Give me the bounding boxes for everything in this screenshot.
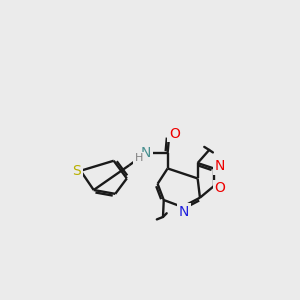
Text: O: O bbox=[214, 182, 225, 196]
Text: N: N bbox=[141, 146, 151, 160]
Text: N: N bbox=[215, 159, 225, 173]
Text: H: H bbox=[135, 153, 143, 164]
Text: N: N bbox=[178, 205, 189, 219]
Text: O: O bbox=[169, 127, 180, 141]
Text: S: S bbox=[72, 164, 81, 178]
